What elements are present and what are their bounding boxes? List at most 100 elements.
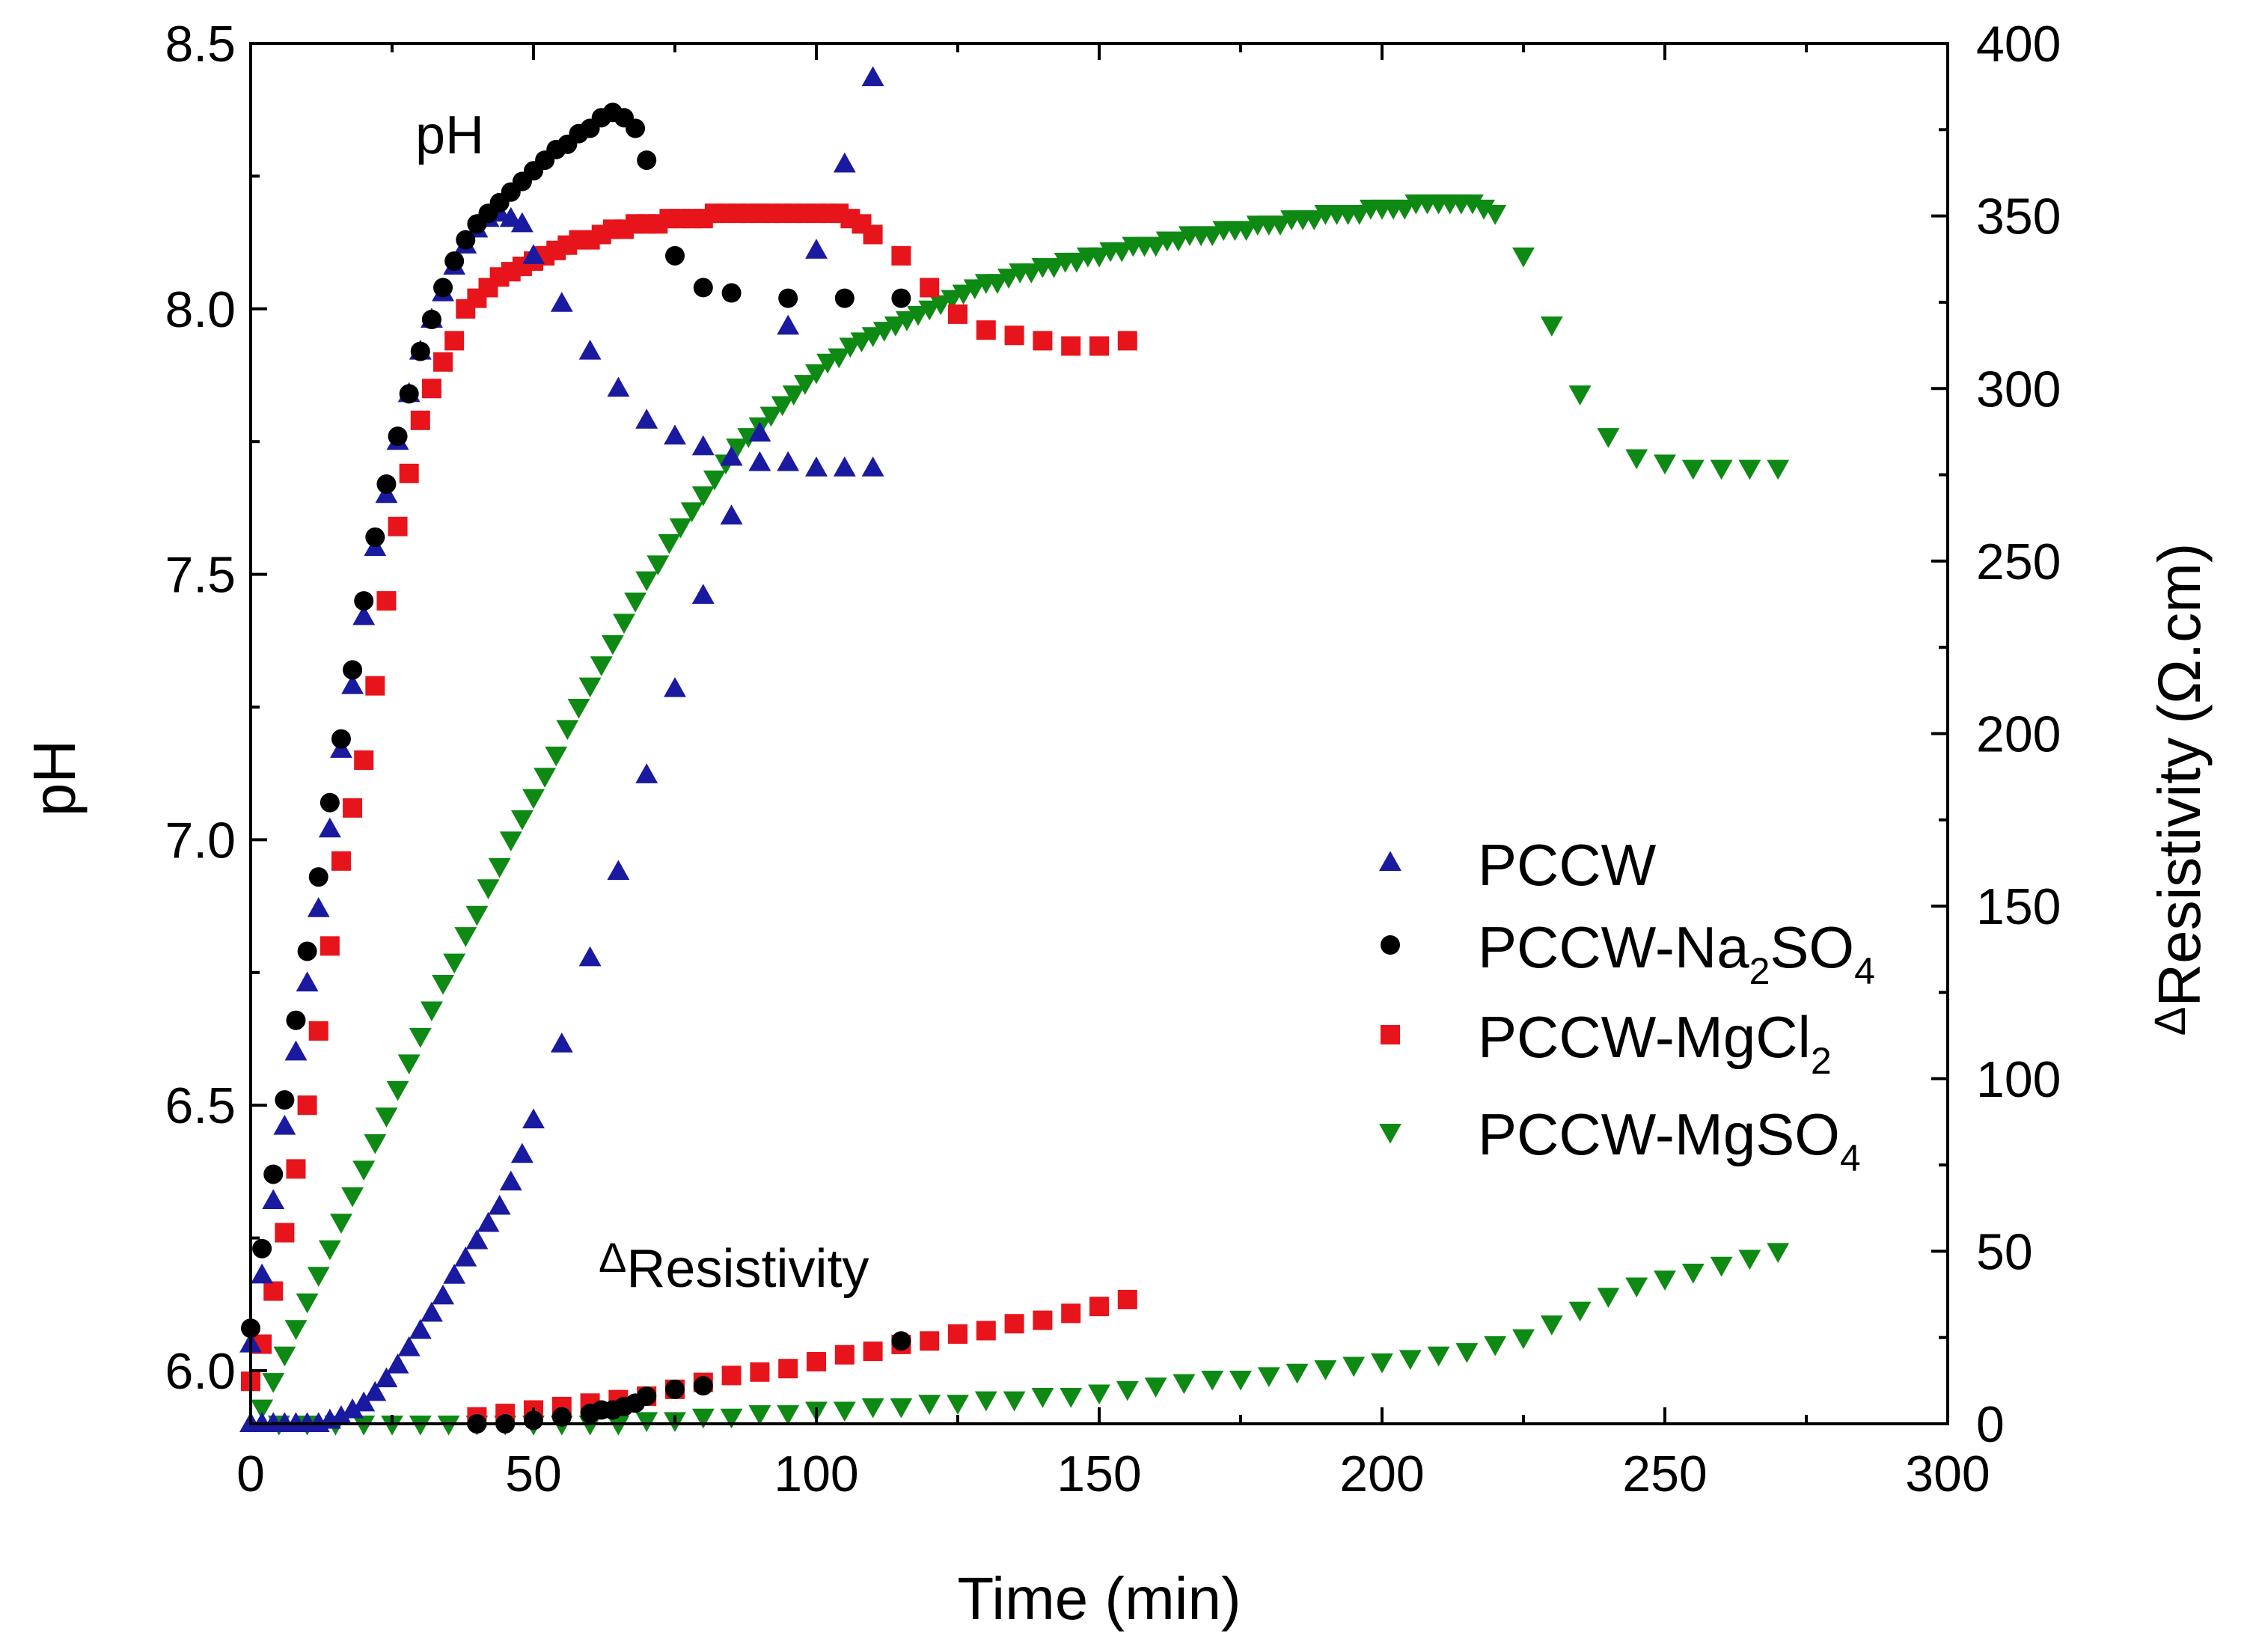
ph-point — [578, 339, 602, 360]
ph-point — [1597, 428, 1620, 448]
ph-point — [263, 1164, 284, 1184]
ph-point — [665, 245, 685, 266]
resistivity-point — [891, 1331, 911, 1351]
resistivity-point — [635, 763, 658, 783]
resistivity-point — [750, 1362, 770, 1382]
ph-point — [985, 274, 1009, 294]
ph-point — [861, 327, 884, 347]
legend-label: PCCW — [1478, 832, 1657, 898]
y2-tick-label: 0 — [1976, 1396, 2005, 1453]
ph-point — [963, 279, 986, 300]
ph-point — [778, 288, 798, 308]
ph-point — [703, 470, 726, 491]
resistivity-point — [1314, 1360, 1337, 1380]
resistivity-point — [805, 239, 828, 259]
x-tick-label: 250 — [1622, 1446, 1707, 1502]
ph-point — [297, 941, 317, 961]
ph-point — [432, 974, 454, 995]
ph-point — [275, 1090, 295, 1110]
ph-point — [376, 591, 397, 611]
ph-point — [1033, 331, 1053, 351]
x-tick-label: 100 — [774, 1446, 858, 1502]
ph-point — [1540, 316, 1563, 337]
resistivity-point — [1427, 1346, 1450, 1367]
ph-point — [556, 720, 579, 741]
ph-point — [833, 456, 856, 477]
ph-point — [365, 676, 385, 696]
x-axis-title: Time (min) — [957, 1565, 1241, 1632]
ph-point — [1235, 221, 1258, 241]
y2-tick-label: 150 — [1976, 878, 2061, 935]
series-PCCW-Na2SO4 — [241, 103, 911, 1434]
resistivity-point — [834, 1344, 855, 1365]
ph-point — [1303, 210, 1326, 230]
ph-point — [1268, 215, 1291, 236]
y-tick-label: 6.5 — [165, 1077, 236, 1134]
resistivity-point — [1116, 1380, 1139, 1401]
ph-point — [613, 614, 635, 634]
ph-point — [918, 300, 941, 321]
ph-point — [318, 817, 341, 838]
ph-point — [1348, 205, 1371, 225]
resistivity-point — [778, 1359, 798, 1379]
ph-point — [1654, 454, 1676, 475]
ph-point — [1065, 252, 1088, 273]
ph-point — [376, 474, 397, 494]
ph-point — [320, 792, 340, 813]
resistivity-point — [720, 504, 743, 524]
legend-entry: PCCW-MgCl2 — [1381, 1004, 1832, 1082]
legend-marker — [1379, 1123, 1401, 1144]
ph-point — [952, 284, 975, 305]
resistivity-point — [863, 1342, 883, 1362]
resistivity-point — [920, 1331, 940, 1351]
y2-tick-label: 400 — [1976, 16, 2061, 73]
resistivity-point — [1173, 1374, 1196, 1395]
ph-point — [720, 445, 743, 466]
ph-point — [1089, 336, 1109, 356]
resistivity-point — [1767, 1243, 1790, 1263]
ph-point — [275, 1223, 295, 1243]
ph-point — [354, 591, 374, 611]
ph-point — [646, 555, 670, 576]
ph-point — [454, 927, 477, 947]
resistivity-point — [1512, 1329, 1535, 1350]
resistivity-point — [664, 676, 686, 697]
ph-point — [456, 230, 476, 250]
x-tick-label: 300 — [1905, 1446, 1990, 1502]
ph-point — [307, 897, 330, 917]
ph-point — [941, 290, 964, 310]
resistivity-point — [1257, 1367, 1280, 1388]
ph-point — [550, 292, 573, 312]
ph-point — [296, 1293, 319, 1314]
resistivity-point — [1342, 1356, 1366, 1377]
ph-point — [465, 905, 489, 926]
ph-point — [499, 831, 522, 852]
x-tick-label: 0 — [236, 1446, 265, 1502]
y2-tick-label: 300 — [1976, 361, 2061, 417]
resistivity-point — [381, 1415, 403, 1436]
ph-point — [1110, 242, 1134, 263]
resistivity-point — [890, 1398, 913, 1419]
y-tick-label: 8.5 — [165, 16, 236, 73]
resistivity-point — [1568, 1301, 1592, 1322]
y2-tick-label: 50 — [1976, 1223, 2033, 1280]
resistivity-point — [1144, 1377, 1167, 1398]
ph-point — [805, 456, 828, 477]
ph-point — [839, 337, 862, 358]
legend-label: PCCW-Na2SO4 — [1478, 914, 1875, 992]
resistivity-point — [833, 152, 856, 173]
resistivity-point — [1060, 1388, 1083, 1408]
ph-point — [534, 768, 557, 788]
ph-point — [1461, 194, 1484, 215]
ph-point — [896, 310, 918, 331]
ph-point — [263, 1281, 284, 1301]
ph-point — [805, 364, 828, 385]
resistivity-point — [1484, 1336, 1507, 1356]
ph-point — [1710, 459, 1733, 480]
resistivity-point — [550, 1032, 573, 1053]
ph-point — [884, 316, 907, 337]
resistivity-point — [578, 946, 602, 967]
resistivity-point — [861, 1398, 884, 1419]
y-tick-label: 8.0 — [165, 281, 236, 338]
ph-point — [726, 438, 749, 459]
